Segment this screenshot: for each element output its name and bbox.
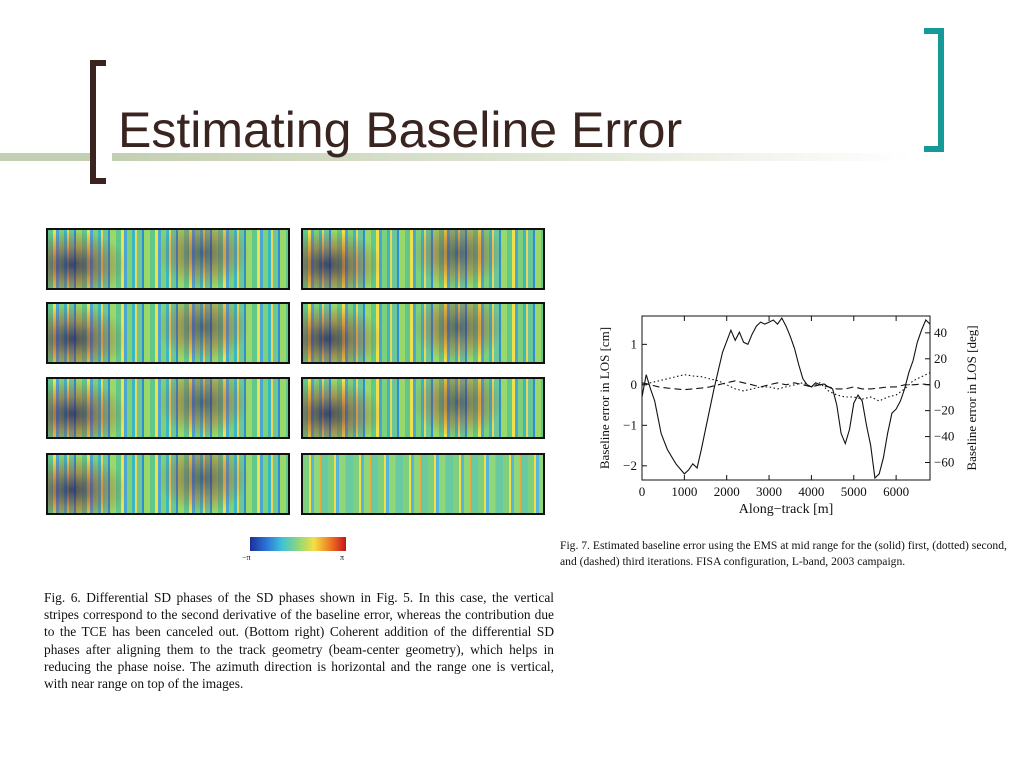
- series-line-dotted: [641, 372, 931, 402]
- phase-image-5: [46, 377, 290, 439]
- x-tick-label: 3000: [756, 484, 782, 499]
- colorbar-min-label: −π: [242, 553, 251, 562]
- y-tick-label: −1: [623, 417, 637, 432]
- phase-image-coherent-sum: [301, 453, 545, 515]
- plot-frame: [641, 315, 931, 481]
- series-line-solid: [641, 316, 931, 480]
- left-bracket-decoration: [90, 60, 106, 184]
- y-axis-left-label: Baseline error in LOS [cm]: [597, 327, 612, 469]
- y-tick-label: 1: [631, 336, 638, 351]
- x-tick-label: 6000: [883, 484, 909, 499]
- x-tick-label: 0: [639, 484, 646, 499]
- right-bracket-decoration: [924, 28, 944, 152]
- phase-colorbar: [250, 537, 346, 551]
- figure7-caption: Fig. 7. Estimated baseline error using t…: [560, 539, 1007, 568]
- x-tick-label: 4000: [798, 484, 824, 499]
- y2-tick-label: −60: [934, 454, 954, 469]
- title-rule-left: [0, 153, 96, 161]
- phase-image-1: [46, 228, 290, 290]
- x-axis-label: Along−track [m]: [739, 502, 834, 517]
- x-tick-label: 2000: [714, 484, 740, 499]
- phase-image-7: [46, 453, 290, 515]
- baseline-error-chart: 0 1000 2000 3000 4000 5000 6000 −2−101 −60−40−…: [597, 315, 979, 517]
- phase-image-2: [301, 228, 545, 290]
- x-tick-label: 5000: [841, 484, 867, 499]
- phase-image-4: [301, 302, 545, 364]
- phase-image-6: [301, 377, 545, 439]
- y-axis-right-label: Baseline error in LOS [deg]: [964, 325, 979, 470]
- colorbar-max-label: π: [340, 553, 345, 562]
- series-line-dashed: [641, 380, 931, 391]
- series-layer: [641, 316, 931, 480]
- phase-image-3: [46, 302, 290, 364]
- y2-tick-label: 40: [934, 325, 947, 340]
- y2-tick-label: −40: [934, 429, 954, 444]
- slide-title: Estimating Baseline Error: [118, 102, 683, 158]
- y-tick-label: 0: [631, 377, 638, 392]
- x-tick-label: 1000: [671, 484, 697, 499]
- y-axis-right-ticks: −60 −40 −20 0 20 40: [925, 325, 954, 469]
- y2-tick-label: 0: [934, 377, 941, 392]
- y2-tick-label: 20: [934, 351, 947, 366]
- y-axis-left-ticks: −2 −1 0 1: [623, 336, 647, 473]
- figure6-caption: Fig. 6. Differential SD phases of the SD…: [44, 590, 554, 692]
- y-tick-label: −2: [623, 458, 637, 473]
- y2-tick-label: −20: [934, 403, 954, 418]
- x-axis-ticks: 0 1000 2000 3000 4000 5000 6000: [639, 316, 909, 499]
- title-rule-right: [112, 153, 912, 161]
